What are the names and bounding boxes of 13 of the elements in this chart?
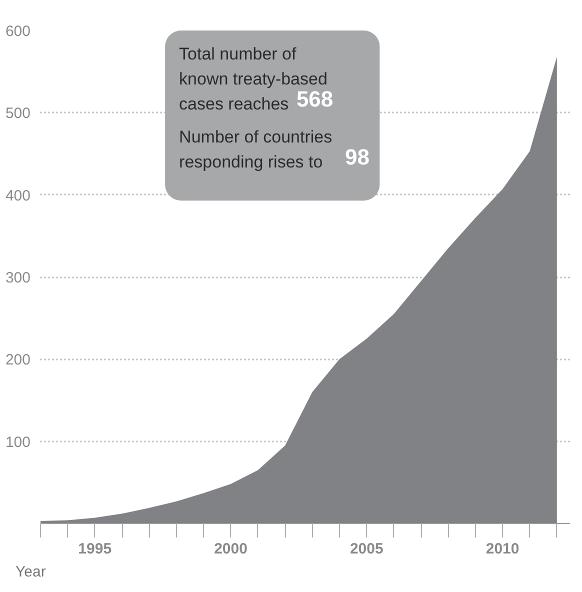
y-tick-label: 600 [5,23,31,40]
y-tick-label: 100 [5,434,31,451]
y-tick-label: 500 [5,105,31,122]
y-tick-label: 200 [5,352,31,369]
annotation: Total number of known treaty-based cases reaches 568 [179,44,334,114]
y-tick-label: 400 [5,187,31,204]
x-tick-label: 2010 [486,540,520,558]
x-tick-label: 2000 [214,540,248,558]
text: Number of countries responding rises to 98 [179,128,370,172]
x-axis-title: Year [16,564,46,580]
x-tick-label: 1995 [78,540,112,558]
x-tick-label: 2005 [350,540,384,558]
y-tick-label: 300 [5,270,31,286]
